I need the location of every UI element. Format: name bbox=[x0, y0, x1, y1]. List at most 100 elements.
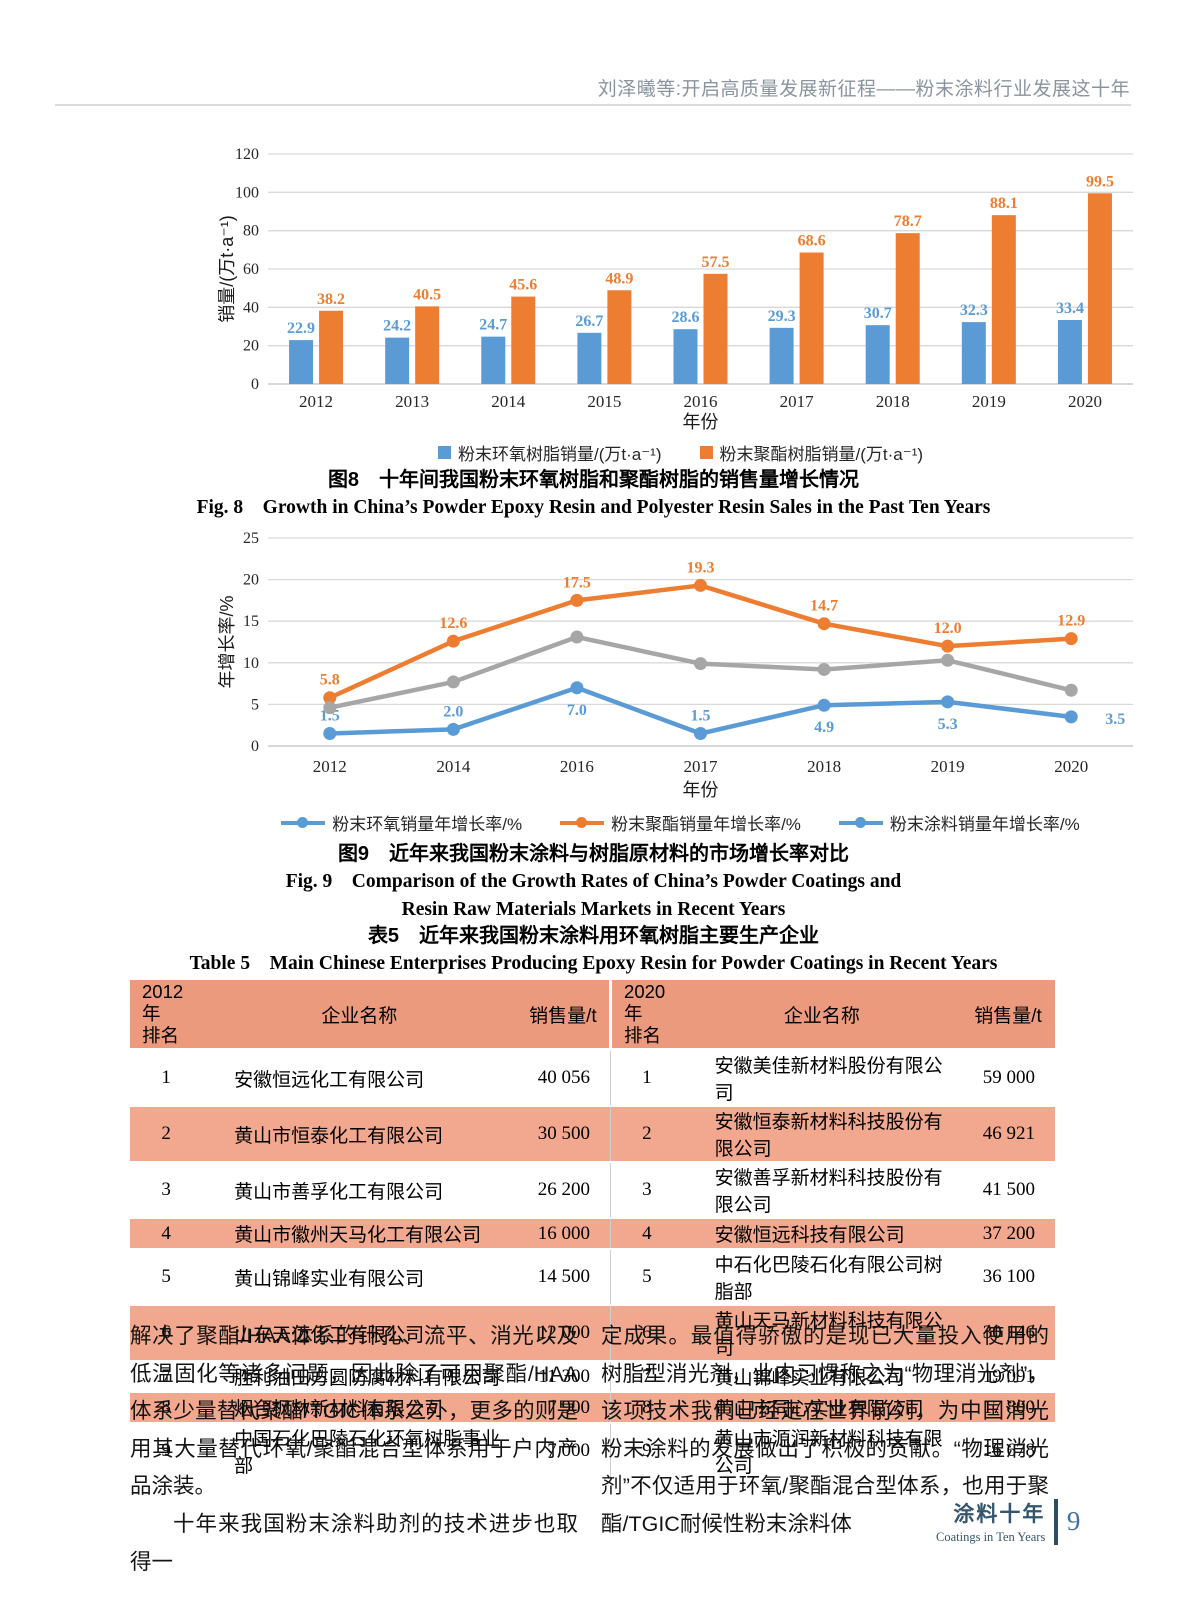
table-row: 5 黄山锦峰实业有限公司 14 500 5 中石化巴陵石化有限公司树脂部 36 100 bbox=[130, 1249, 1055, 1306]
svg-text:22.9: 22.9 bbox=[287, 320, 315, 337]
legend-label: 粉末涂料销量年增长率/% bbox=[889, 815, 1080, 834]
table-cell: 7 bbox=[130, 1361, 203, 1393]
col-rank-2020: 2020年 排名 bbox=[609, 980, 683, 1051]
fig9-caption-en-line1: Fig. 9 Comparison of the Growth Rates of… bbox=[285, 871, 902, 892]
svg-text:3.5: 3.5 bbox=[1105, 711, 1125, 728]
legend-label: 粉末聚酯树脂销量/(万t·a⁻¹) bbox=[719, 445, 924, 464]
svg-text:40: 40 bbox=[243, 299, 259, 316]
table-cell: 安徽恒泰新材料科技股份有限公司 bbox=[682, 1106, 962, 1163]
table-cell: 8 bbox=[130, 1392, 203, 1424]
svg-text:45.6: 45.6 bbox=[509, 277, 537, 294]
table-cell: 8 bbox=[610, 1392, 683, 1424]
table-cell: 黄山锦峰实业有限公司 bbox=[682, 1361, 962, 1393]
svg-text:60: 60 bbox=[243, 261, 259, 278]
table-cell: 安徽美佳新材料股份有限公司 bbox=[682, 1049, 962, 1107]
page-number: 9 bbox=[1066, 1506, 1081, 1536]
table-cell: 安徽善孚新材料科技股份有限公司 bbox=[682, 1162, 962, 1219]
svg-text:5: 5 bbox=[251, 696, 259, 713]
table-cell: 安徽恒远科技有限公司 bbox=[682, 1218, 962, 1250]
svg-text:2012: 2012 bbox=[313, 757, 347, 776]
svg-text:32.3: 32.3 bbox=[960, 302, 988, 319]
table-cell: 36 100 bbox=[961, 1249, 1055, 1306]
table-cell: 12 000 bbox=[516, 1305, 611, 1362]
svg-text:2016: 2016 bbox=[684, 392, 718, 411]
svg-text:2014: 2014 bbox=[436, 757, 471, 776]
svg-text:2020: 2020 bbox=[1054, 757, 1088, 776]
footer-brand: 涂料十年 Coatings in Ten Years bbox=[936, 1498, 1045, 1545]
legend-label: 粉末环氧树脂销量/(万t·a⁻¹) bbox=[457, 445, 662, 464]
svg-text:120: 120 bbox=[235, 146, 259, 163]
table-cell: 黄山市源润新材料科技有限公司 bbox=[682, 1423, 962, 1480]
table-cell: 山东天迈化工有限公司 bbox=[202, 1305, 517, 1362]
body-text-left-column: 解决了聚酯/HAA体系的针孔、流平、消光以及低温固化等诸多问题，因此除了可用聚酯… bbox=[130, 1318, 578, 1581]
col-sales-2020: 销售量/t bbox=[961, 980, 1055, 1051]
fig9-legend: 粉末环氧销量年增长率/% 粉末聚酯销量年增长率/% 粉末涂料销量年增长率/% bbox=[218, 810, 1143, 835]
table-cell: 黄山天马新材料科技有限公司 bbox=[682, 1305, 962, 1362]
table-cell: 4 bbox=[130, 1218, 203, 1250]
table-cell: 16 000 bbox=[516, 1218, 611, 1250]
table-cell: 5 bbox=[610, 1249, 683, 1306]
svg-text:年份: 年份 bbox=[683, 412, 719, 432]
svg-text:2019: 2019 bbox=[931, 757, 965, 776]
svg-text:2017: 2017 bbox=[780, 392, 815, 411]
table-cell: 19 091 bbox=[961, 1361, 1055, 1393]
col-sales-2012: 销售量/t bbox=[516, 980, 611, 1051]
table-cell: 胜利油田方圆防腐材料有限公司 bbox=[202, 1361, 517, 1393]
svg-text:12.6: 12.6 bbox=[439, 615, 467, 632]
table-cell: 黄山市恒泰化工有限公司 bbox=[202, 1106, 517, 1163]
fig9-line-chart: 0 5 10 15 20 25 2012 2014 2016 2017 2018 2019 2020 1.… bbox=[217, 530, 1133, 800]
svg-text:38.2: 38.2 bbox=[317, 291, 345, 308]
svg-text:20: 20 bbox=[243, 572, 259, 589]
svg-text:15: 15 bbox=[243, 613, 259, 630]
table-cell: 中国石化巴陵石化环氧树脂事业部 bbox=[202, 1423, 517, 1480]
svg-text:5.3: 5.3 bbox=[938, 716, 958, 733]
svg-text:2018: 2018 bbox=[876, 392, 910, 411]
figure8: 0 20 40 60 80 100 120 2012 22.9 38.2 2013 24.2 40.5 2… bbox=[217, 136, 1143, 465]
table-cell: 2 bbox=[610, 1106, 683, 1163]
table5-body: 1 安徽恒远化工有限公司 40 056 1 安徽美佳新材料股份有限公司 59 000 2 黄山… bbox=[130, 1049, 1055, 1480]
svg-text:7.0: 7.0 bbox=[567, 702, 587, 719]
table-cell: 黄山市善孚化工有限公司 bbox=[202, 1162, 517, 1219]
footer-brand-zh: 涂料十年 bbox=[953, 1503, 1046, 1526]
svg-text:78.7: 78.7 bbox=[894, 213, 922, 230]
table-cell: 烟台枫林新材料有限公司 bbox=[202, 1392, 517, 1424]
legend-item: 粉末环氧销量年增长率/% bbox=[281, 810, 522, 835]
svg-text:88.1: 88.1 bbox=[990, 195, 1018, 212]
table-cell: 14 500 bbox=[516, 1249, 611, 1306]
table-cell: 30 146 bbox=[961, 1305, 1055, 1362]
table-row: 9 中国石化巴陵石化环氧树脂事业部 7 000 9 黄山市源润新材料科技有限公司 16 6… bbox=[130, 1423, 1055, 1480]
table-cell: 11 300 bbox=[516, 1361, 611, 1393]
table-cell: 黄山锦峰实业有限公司 bbox=[202, 1249, 517, 1306]
svg-text:26.7: 26.7 bbox=[575, 313, 603, 330]
table-row: 7 胜利油田方圆防腐材料有限公司 11 300 7 黄山锦峰实业有限公司 19 091 bbox=[130, 1361, 1055, 1393]
table-row: 6 山东天迈化工有限公司 12 000 6 黄山天马新材料科技有限公司 30 146 bbox=[130, 1305, 1055, 1362]
table-cell: 46 921 bbox=[961, 1106, 1055, 1163]
table-row: 2 黄山市恒泰化工有限公司 30 500 2 安徽恒泰新材料科技股份有限公司 46 921 bbox=[130, 1106, 1055, 1163]
svg-text:24.7: 24.7 bbox=[479, 317, 507, 334]
legend-item: 粉末聚酯销量年增长率/% bbox=[560, 810, 801, 835]
fig8-caption: 图8 十年间我国粉末环氧树脂和聚酯树脂的销售量增长情况 Fig. 8 Growt… bbox=[0, 466, 1187, 522]
svg-text:68.6: 68.6 bbox=[798, 233, 826, 250]
header-divider bbox=[55, 104, 1131, 106]
table5-title-en: Table 5 Main Chinese Enterprises Produci… bbox=[189, 953, 998, 974]
svg-text:5.8: 5.8 bbox=[320, 672, 340, 689]
svg-text:100: 100 bbox=[235, 184, 259, 201]
table-row: 1 安徽恒远化工有限公司 40 056 1 安徽美佳新材料股份有限公司 59 000 bbox=[130, 1049, 1055, 1107]
table-cell: 5 bbox=[130, 1249, 203, 1306]
svg-text:2013: 2013 bbox=[395, 392, 429, 411]
table-row: 8 烟台枫林新材料有限公司 7 900 8 黄山市同心实业有限公司 17 800 bbox=[130, 1392, 1055, 1424]
svg-text:2016: 2016 bbox=[560, 757, 594, 776]
svg-text:19.3: 19.3 bbox=[687, 559, 715, 576]
svg-text:2019: 2019 bbox=[972, 392, 1006, 411]
table-cell: 26 200 bbox=[516, 1162, 611, 1219]
table-cell: 4 bbox=[610, 1218, 683, 1250]
paragraph: 解决了聚酯/HAA体系的针孔、流平、消光以及低温固化等诸多问题，因此除了可用聚酯… bbox=[130, 1324, 578, 1499]
table-cell: 30 500 bbox=[516, 1106, 611, 1163]
svg-text:2012: 2012 bbox=[299, 392, 333, 411]
svg-text:2017: 2017 bbox=[684, 757, 719, 776]
table5-header: 2012年 排名 企业名称 销售量/t 2020年 排名 企业名称 销售量/t bbox=[130, 980, 1055, 1051]
svg-text:48.9: 48.9 bbox=[605, 270, 633, 287]
svg-text:10: 10 bbox=[243, 655, 259, 672]
